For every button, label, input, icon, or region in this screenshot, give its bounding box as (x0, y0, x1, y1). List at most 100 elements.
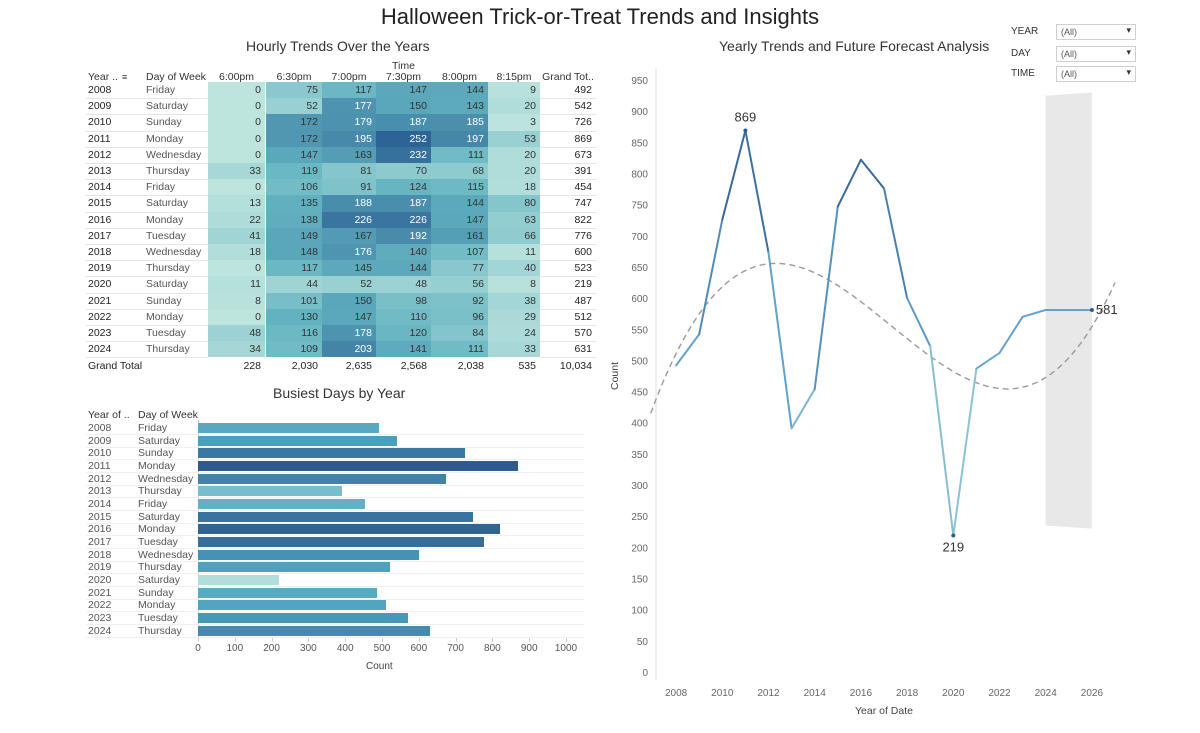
row-divider (540, 260, 596, 262)
row-divider (86, 535, 584, 537)
y-tick-label: 0 (642, 668, 648, 679)
heatmap-cell: 0 (208, 308, 265, 325)
heatmap-cell: 232 (376, 146, 431, 163)
x-tick-label: 0 (195, 643, 201, 654)
heatmap-cell: 0 (208, 130, 265, 147)
row-divider (540, 195, 596, 197)
row-total: 523 (574, 262, 592, 275)
heatmap-cell: 192 (376, 227, 431, 244)
row-day: Sunday (146, 116, 182, 129)
row-divider (86, 292, 208, 294)
row-year: 2010 (88, 116, 112, 129)
bar-year-label: 2023 (88, 611, 112, 624)
bar-day-label: Sunday (138, 447, 174, 460)
row-divider (86, 522, 584, 524)
bar-day-label: Wednesday (138, 472, 194, 485)
annotation-label: 581 (1096, 302, 1118, 317)
row-divider (86, 636, 584, 638)
row-divider (86, 510, 584, 512)
series-segment (859, 158, 885, 190)
filter-year[interactable]: YEAR (All) ▾ (1008, 24, 1198, 40)
row-total: 542 (574, 100, 592, 113)
chevron-down-icon[interactable]: ▾ (1126, 47, 1131, 57)
heatmap-cell: 92 (431, 292, 488, 309)
bar-day-label: Thursday (138, 624, 182, 637)
bar (198, 473, 446, 484)
heatmap-cell: 188 (322, 195, 376, 212)
row-divider (86, 611, 584, 613)
dashboard-title: Halloween Trick-or-Treat Trends and Insi… (380, 4, 820, 29)
y-tick-label: 250 (631, 512, 648, 523)
heatmap-cell: 226 (376, 211, 431, 228)
bar-year-label: 2009 (88, 434, 112, 447)
row-divider (86, 434, 584, 436)
filter-day[interactable]: DAY (All) ▾ (1008, 46, 1198, 62)
series-segment (906, 297, 932, 348)
bar-day-label: Saturday (138, 573, 181, 586)
heatmap-cell: 22 (208, 211, 265, 228)
heatmap-cell: 124 (376, 179, 431, 196)
y-tick-label: 950 (631, 76, 648, 87)
row-divider (86, 341, 208, 343)
row-year: 2012 (88, 148, 112, 161)
row-divider (86, 560, 584, 562)
x-tick-label: 300 (300, 643, 317, 654)
row-divider (86, 548, 584, 550)
chevron-down-icon[interactable]: ▾ (1126, 25, 1131, 35)
bar-chart-title: Busiest Days by Year (273, 385, 406, 401)
filter-day-dropdown[interactable]: (All) ▾ (1056, 46, 1136, 62)
row-day: Saturday (146, 278, 189, 291)
row-total: 776 (574, 229, 592, 242)
bar-year-label: 2024 (88, 624, 112, 637)
heatmap-cell: 56 (431, 276, 488, 293)
x-tick-label: 700 (447, 643, 464, 654)
heatmap-cell: 0 (208, 146, 265, 163)
x-tick-mark (492, 638, 494, 642)
row-divider (86, 179, 208, 181)
heatmap-cell: 111 (431, 146, 488, 163)
x-tick-label: 2026 (1081, 688, 1104, 699)
x-tick-mark (455, 638, 457, 642)
heatmap-cell: 107 (431, 244, 488, 261)
heatmap-cell: 117 (322, 82, 376, 99)
bar (198, 524, 501, 535)
filter-year-dropdown[interactable]: (All) ▾ (1056, 24, 1136, 40)
row-year: 2016 (88, 213, 112, 226)
heatmap-cell: 172 (266, 130, 322, 147)
x-tick-label: 400 (336, 643, 354, 654)
filter-time[interactable]: TIME (All) ▾ (1008, 66, 1198, 82)
series-segment (790, 388, 816, 430)
heatmap-cell: 53 (488, 130, 540, 147)
bar-year-label: 2018 (88, 548, 112, 561)
yearly-trend-line-chart: 0 50 100 150 200 250 300 350 400 450 500 550 600 650 7… (609, 68, 1118, 717)
row-divider (86, 227, 208, 229)
row-divider (86, 195, 208, 197)
grand-total-value: 2,568 (400, 360, 427, 373)
row-divider (86, 308, 208, 310)
x-tick-label: 2008 (665, 688, 688, 699)
chevron-down-icon[interactable]: ▾ (1126, 67, 1131, 77)
x-tick-label: 500 (373, 643, 391, 654)
row-divider (86, 484, 584, 486)
row-day: Wednesday (146, 148, 202, 161)
heatmap-cell: 9 (488, 82, 540, 99)
heatmap-cell: 75 (266, 82, 322, 99)
heatmap-cell: 110 (376, 308, 431, 325)
y-tick-label: 550 (631, 325, 648, 336)
row-divider (86, 146, 208, 148)
x-axis-title: Count (366, 661, 393, 672)
heatmap-cell: 40 (488, 260, 540, 277)
bar-day-label: Saturday (138, 434, 181, 447)
heatmap-cell: 119 (266, 163, 322, 180)
row-year: 2017 (88, 229, 112, 242)
row-divider (86, 497, 584, 499)
row-divider (86, 624, 584, 626)
filter-time-dropdown[interactable]: (All) ▾ (1056, 66, 1136, 82)
row-divider (86, 325, 208, 326)
heatmap-cell: 0 (208, 260, 265, 277)
series-segment (721, 129, 747, 221)
heatmap-title: Hourly Trends Over the Years (246, 38, 430, 54)
y-tick-label: 150 (631, 575, 648, 586)
bar-year-label: 2021 (88, 586, 112, 599)
x-tick-mark (271, 638, 273, 642)
